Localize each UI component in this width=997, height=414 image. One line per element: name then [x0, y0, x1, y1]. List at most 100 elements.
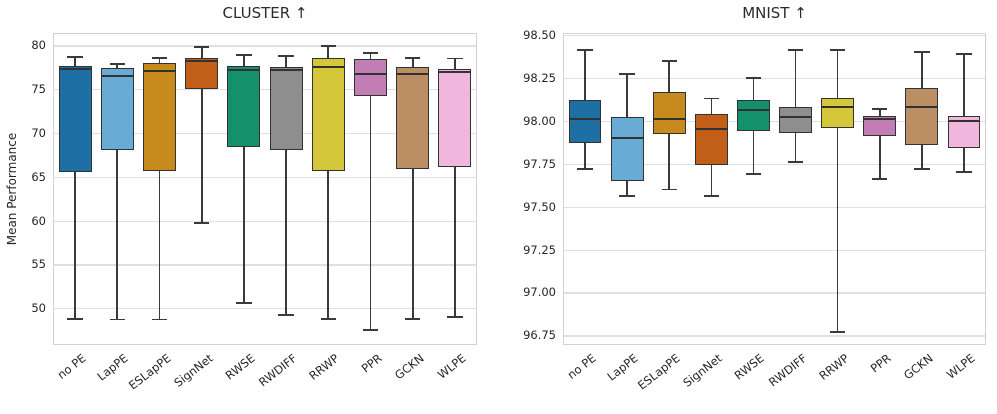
whisker-cap	[745, 173, 762, 175]
median-line	[311, 66, 345, 69]
x-tick-label: PPR	[867, 351, 894, 376]
whisker	[878, 108, 881, 180]
x-tick-label: GCKN	[391, 351, 427, 383]
box-GCKN	[905, 88, 939, 145]
gridline	[54, 264, 476, 266]
median-line	[779, 116, 812, 119]
y-tick-label: 75	[31, 82, 46, 97]
median-line	[185, 60, 219, 63]
median-line	[694, 128, 728, 131]
gridline	[564, 335, 985, 337]
whisker-cap	[236, 301, 252, 304]
y-tick-label: 96.75	[523, 328, 556, 343]
whisker-cap	[67, 55, 83, 58]
x-tick-label: ESLapPE	[635, 351, 683, 393]
box-ESLapPE	[143, 62, 176, 172]
box-GCKN	[396, 67, 430, 169]
box-LapPE	[100, 68, 134, 151]
whisker-cap	[745, 76, 762, 79]
gridline	[564, 77, 985, 80]
whisker	[454, 58, 456, 317]
x-tick-label: RWSE	[732, 351, 768, 383]
gridline	[54, 308, 476, 310]
whisker-cap	[787, 49, 804, 52]
median-line	[354, 73, 387, 76]
box-RWDIFF	[779, 106, 812, 133]
x-tick-label: GCKN	[900, 351, 936, 383]
whisker-cap	[661, 188, 677, 191]
median-line	[438, 70, 472, 73]
whisker-cap	[829, 331, 846, 333]
box-LapPE	[610, 117, 644, 181]
x-tick-label: LapPE	[94, 351, 131, 384]
whisker-cap	[109, 62, 126, 65]
y-tick-label: 97.25	[523, 242, 556, 257]
x-tick-label: RWDIFF	[765, 351, 810, 390]
x-tick-label: PPR	[358, 351, 385, 376]
box-PPR	[354, 59, 387, 97]
median-line	[58, 68, 92, 70]
gridline	[54, 132, 476, 135]
y-tick-label: 55	[31, 257, 46, 272]
median-line	[568, 118, 602, 120]
median-line	[269, 68, 303, 71]
whisker-cap	[362, 329, 379, 331]
whisker-cap	[447, 315, 463, 318]
whisker-cap	[67, 317, 83, 320]
whisker-cap	[404, 317, 421, 320]
whisker	[369, 53, 372, 330]
whisker-cap	[619, 195, 635, 198]
x-tick-label: SignNet	[680, 351, 725, 390]
box-no-PE	[568, 100, 602, 144]
box-WLPE	[438, 69, 472, 168]
median-line	[821, 106, 855, 108]
whisker	[158, 57, 161, 320]
whisker-cap	[956, 171, 972, 174]
whisker-cap	[956, 52, 972, 55]
gridline	[564, 163, 985, 165]
whisker-cap	[872, 178, 888, 181]
whisker-cap	[320, 317, 337, 320]
median-line	[652, 118, 686, 120]
y-tick-label: 98.00	[523, 113, 556, 128]
box-ESLapPE	[652, 91, 686, 135]
median-line	[905, 106, 939, 108]
y-tick-label: 97.50	[523, 199, 556, 214]
y-tick-label: 50	[31, 301, 46, 316]
whisker-cap	[703, 195, 720, 198]
box-no-PE	[58, 66, 92, 173]
y-tick-label: 65	[31, 169, 46, 184]
x-tick-label: no PE	[54, 351, 89, 382]
median-line	[227, 68, 261, 71]
x-tick-label: RRWP	[815, 351, 852, 383]
whisker-cap	[193, 222, 210, 225]
median-line	[737, 109, 770, 112]
box-RWDIFF	[269, 67, 303, 151]
whisker-cap	[447, 57, 463, 60]
y-tick-label: 98.50	[523, 27, 556, 42]
whisker-cap	[151, 56, 168, 59]
whisker	[327, 46, 330, 319]
mnist-title: MNIST ↑	[742, 4, 807, 22]
box-RRWP	[311, 57, 345, 172]
median-line	[396, 73, 430, 76]
y-tick-label: 97.75	[523, 156, 556, 171]
gridline	[564, 292, 985, 294]
gridline	[564, 34, 985, 37]
median-line	[947, 119, 981, 122]
y-axis-label: Mean Performance	[5, 132, 19, 246]
whisker-cap	[703, 97, 720, 100]
whisker-cap	[661, 59, 677, 62]
whisker-cap	[362, 52, 379, 55]
box-RWSE	[227, 66, 261, 147]
whisker-cap	[404, 56, 421, 59]
whisker	[74, 56, 76, 319]
mnist-plot-area: 96.75 97.00 97.25 97.50 97.75 98.00 98.25 98.50…	[523, 28, 986, 393]
y-tick-label: 97.00	[523, 285, 556, 300]
whisker	[411, 57, 414, 319]
cluster-title: CLUSTER ↑	[222, 4, 308, 22]
box-RWSE	[737, 100, 770, 132]
whisker-cap	[872, 107, 888, 110]
gridline	[564, 120, 985, 123]
